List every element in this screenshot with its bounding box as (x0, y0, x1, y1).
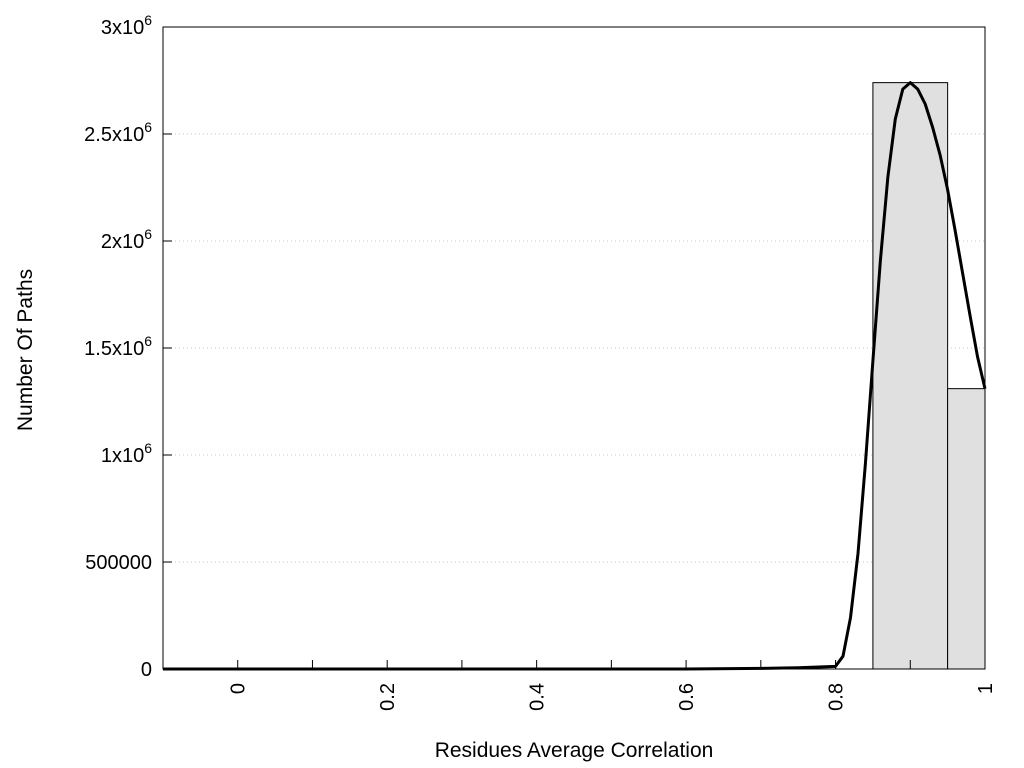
fit-curve-line (163, 81, 987, 671)
x-tick-label: 0.2 (377, 683, 399, 711)
x-axis-title: Residues Average Correlation (435, 739, 714, 762)
x-tick-label: 0.8 (826, 683, 848, 711)
x-tick-label: 0 (228, 683, 250, 694)
histogram-bar (947, 388, 986, 670)
y-tick-labels: 0 500000 1x106 1.5x106 2x106 2.5x106 3x106 (84, 12, 152, 681)
y-tick-label: 1x106 (101, 440, 152, 467)
y-tick-label: 0 (141, 659, 152, 681)
plot-frame (162, 26, 986, 670)
y-axis-title: Number Of Paths (14, 269, 37, 431)
fit-curve (163, 81, 987, 671)
grid (163, 133, 985, 563)
x-tick-label: 0.6 (676, 683, 698, 711)
x-tick-labels: 0 0.2 0.4 0.6 0.8 1 (228, 683, 997, 711)
histogram-bar (872, 82, 949, 670)
y-tick-label: 3x106 (101, 12, 152, 39)
y-tick-label: 1.5x106 (84, 333, 152, 360)
y-tick-label: 2x106 (101, 226, 152, 253)
y-tick-label: 2.5x106 (84, 119, 152, 146)
x-tick-label: 0.4 (527, 683, 549, 711)
y-tick-label: 500000 (85, 552, 152, 574)
axis-ticks (163, 26, 986, 670)
x-tick-label: 1 (975, 683, 997, 694)
